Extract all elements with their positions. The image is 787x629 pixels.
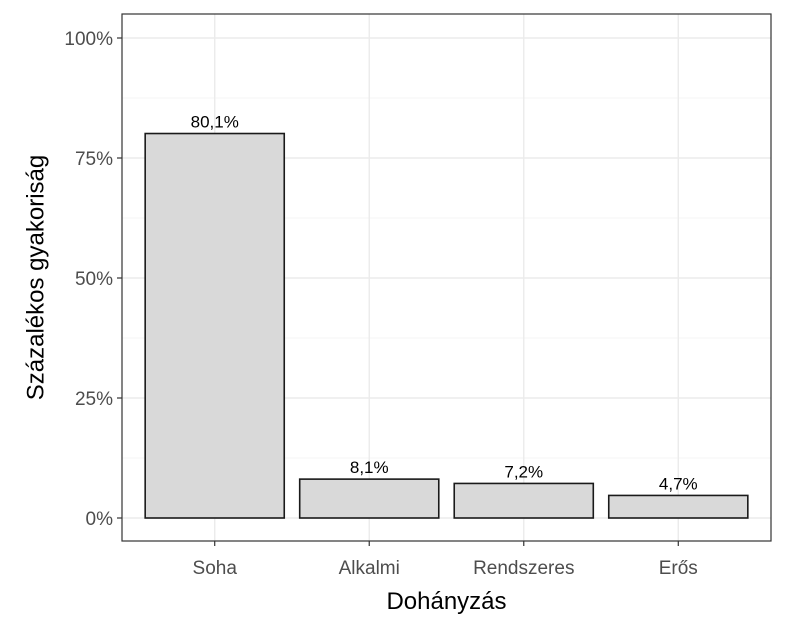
x-tick-label: Rendszeres [473, 558, 574, 579]
y-tick-label: 75% [75, 149, 113, 170]
bar-value-label: 4,7% [659, 474, 698, 493]
y-tick-label: 100% [64, 29, 113, 50]
x-tick-label: Soha [193, 558, 238, 579]
y-axis: 0% 25% 50% 75% 100% [64, 29, 122, 530]
bar-value-label: 80,1% [191, 113, 239, 132]
bar-erős [607, 494, 749, 519]
x-axis: Soha Alkalmi Rendszeres Erős [193, 541, 698, 579]
bar-value-label: 8,1% [350, 458, 389, 477]
bar-rendszeres [453, 482, 595, 519]
y-tick-label: 50% [75, 269, 113, 290]
x-axis-title: Dohányzás [386, 588, 506, 615]
y-tick-label: 25% [75, 389, 113, 410]
y-axis-title: Százalékos gyakoriság [22, 155, 49, 400]
data-labels-layer: 80,1% 8,1% 7,2% 4,7% [191, 113, 698, 494]
bars-layer [144, 132, 749, 519]
y-tick-label: 0% [86, 509, 114, 530]
x-tick-label: Erős [659, 558, 698, 579]
bar-alkalmi [298, 478, 440, 519]
bar-soha [144, 132, 286, 519]
x-tick-label: Alkalmi [339, 558, 400, 579]
bar-value-label: 7,2% [504, 462, 543, 481]
